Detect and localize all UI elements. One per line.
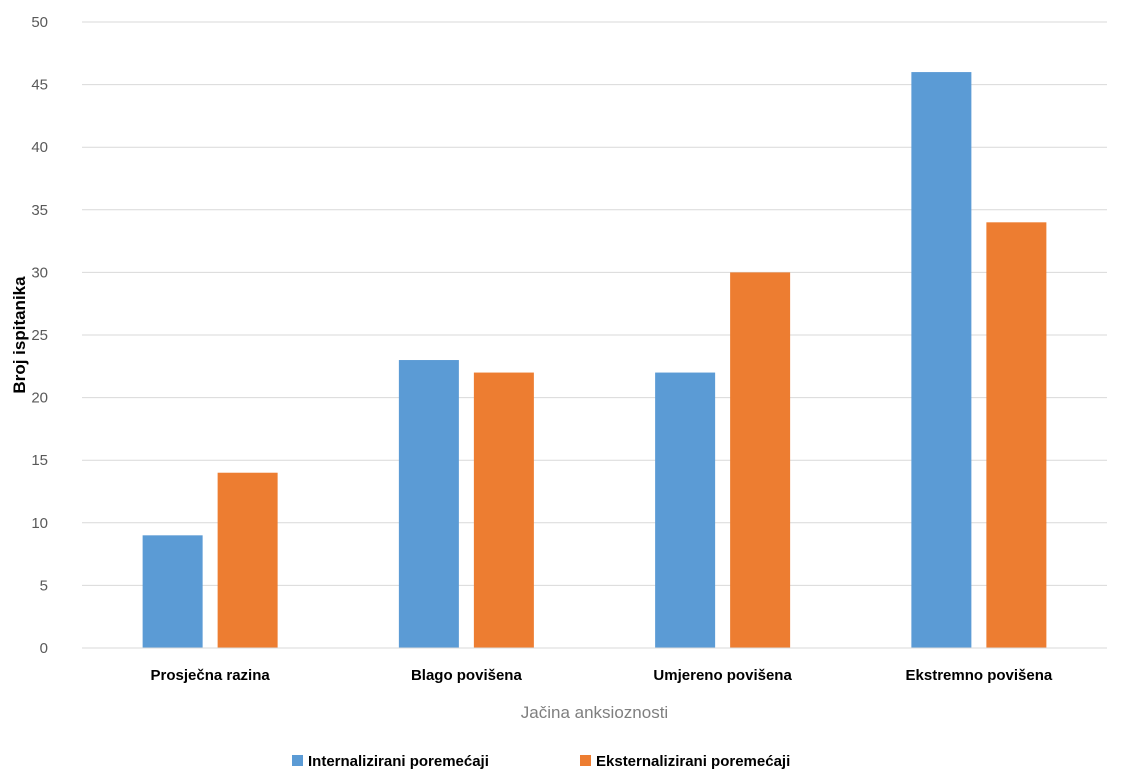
y-axis-ticks: 0 5 10 15 20 25 30 35 40 45 50: [31, 14, 48, 657]
y-axis-title: Broj ispitanika: [10, 276, 29, 394]
bar-eksternalizirani-0: [217, 472, 278, 648]
y-tick-label: 35: [31, 202, 48, 219]
legend: Internalizirani poremećaji Eksternalizira…: [292, 753, 790, 770]
x-category-label: Ekstremno povišena: [906, 667, 1053, 684]
bar-eksternalizirani-3: [986, 222, 1047, 648]
y-tick-label: 0: [40, 640, 48, 657]
x-category-label: Umjereno povišena: [653, 667, 792, 684]
legend-label: Eksternalizirani poremećaji: [596, 753, 790, 770]
y-tick-label: 25: [31, 327, 48, 344]
bar-internalizirani-0: [142, 535, 203, 648]
legend-swatch: [580, 755, 591, 766]
bar-internalizirani-3: [911, 72, 972, 648]
y-tick-label: 20: [31, 390, 48, 407]
y-tick-label: 15: [31, 452, 48, 469]
bar-eksternalizirani-1: [473, 372, 534, 648]
y-tick-label: 50: [31, 14, 48, 31]
y-tick-label: 10: [31, 515, 48, 532]
bars: [142, 72, 1047, 648]
y-tick-label: 5: [40, 577, 48, 594]
y-tick-label: 30: [31, 264, 48, 281]
x-category-label: Prosječna razina: [151, 667, 271, 684]
x-axis-title: Jačina anksioznosti: [521, 703, 668, 722]
x-axis-categories: Prosječna razina Blago povišena Umjereno p…: [151, 667, 1053, 684]
y-tick-label: 40: [31, 139, 48, 156]
y-tick-label: 45: [31, 77, 48, 94]
x-category-label: Blago povišena: [411, 667, 523, 684]
bar-eksternalizirani-2: [730, 272, 791, 648]
bar-internalizirani-2: [655, 372, 716, 648]
bar-internalizirani-1: [398, 360, 459, 648]
legend-label: Internalizirani poremećaji: [308, 753, 489, 770]
legend-swatch: [292, 755, 303, 766]
